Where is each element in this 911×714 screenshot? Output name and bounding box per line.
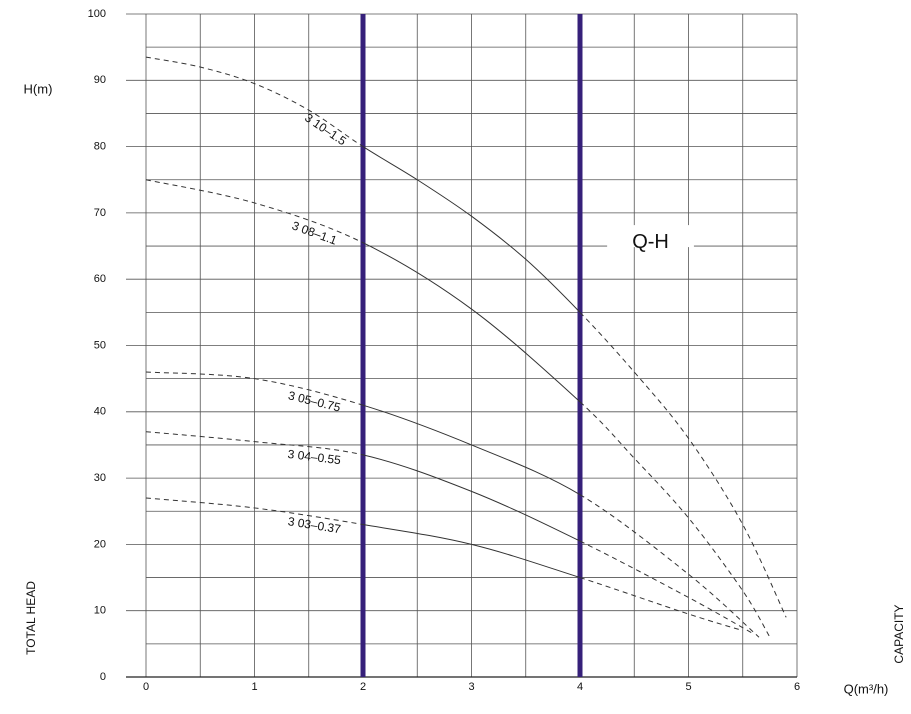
x-tick-label: 1 [251,681,257,693]
curve-dashed [145,371,364,406]
curve-dashed [145,431,364,456]
y-tick-label: 30 [94,472,106,484]
y-side-label: TOTAL HEAD [24,581,38,655]
curve-label: 3 05–0.75 [287,388,342,414]
curve-dashed [579,401,771,638]
x-tick-label: 0 [143,681,149,693]
curve-solid [362,524,581,579]
x-tick-label: 5 [685,681,691,693]
curve-solid [362,242,581,403]
y-tick-label: 50 [94,339,106,351]
y-tick-label: 80 [94,141,106,153]
curve-label: 3 04–0.55 [287,447,342,467]
y-axis-label: H(m) [24,81,53,96]
x-side-label: CAPACITY [892,604,906,663]
curve-dashed [145,497,364,526]
curve-dashed [145,56,364,148]
x-tick-label: 6 [794,681,800,693]
curve-dashed [579,494,760,638]
y-tick-label: 90 [94,74,106,86]
curve-dashed [579,312,787,618]
y-tick-label: 70 [94,207,106,219]
y-tick-label: 20 [94,538,106,550]
x-axis-label: Q(m³/h) [844,681,889,696]
y-tick-label: 100 [88,8,106,20]
x-tick-label: 4 [577,681,583,693]
curve-label: 3 03–0.37 [287,514,342,536]
curve-solid [362,454,581,542]
curve-dashed [145,179,364,244]
curve-dashed [579,577,743,632]
x-tick-label: 3 [468,681,474,693]
annotation-bg [607,225,694,248]
curve-dashed [579,540,754,635]
curve-solid [362,404,581,496]
curve-solid [362,146,581,313]
curve-label: 3 08–1.1 [290,218,339,247]
curve-label: 3 10–1.5 [302,111,349,149]
y-tick-label: 60 [94,273,106,285]
y-tick-label: 10 [94,605,106,617]
annotation: Q-H [632,231,669,253]
y-tick-label: 40 [94,406,106,418]
y-tick-label: 0 [100,671,106,683]
x-tick-label: 2 [360,681,366,693]
